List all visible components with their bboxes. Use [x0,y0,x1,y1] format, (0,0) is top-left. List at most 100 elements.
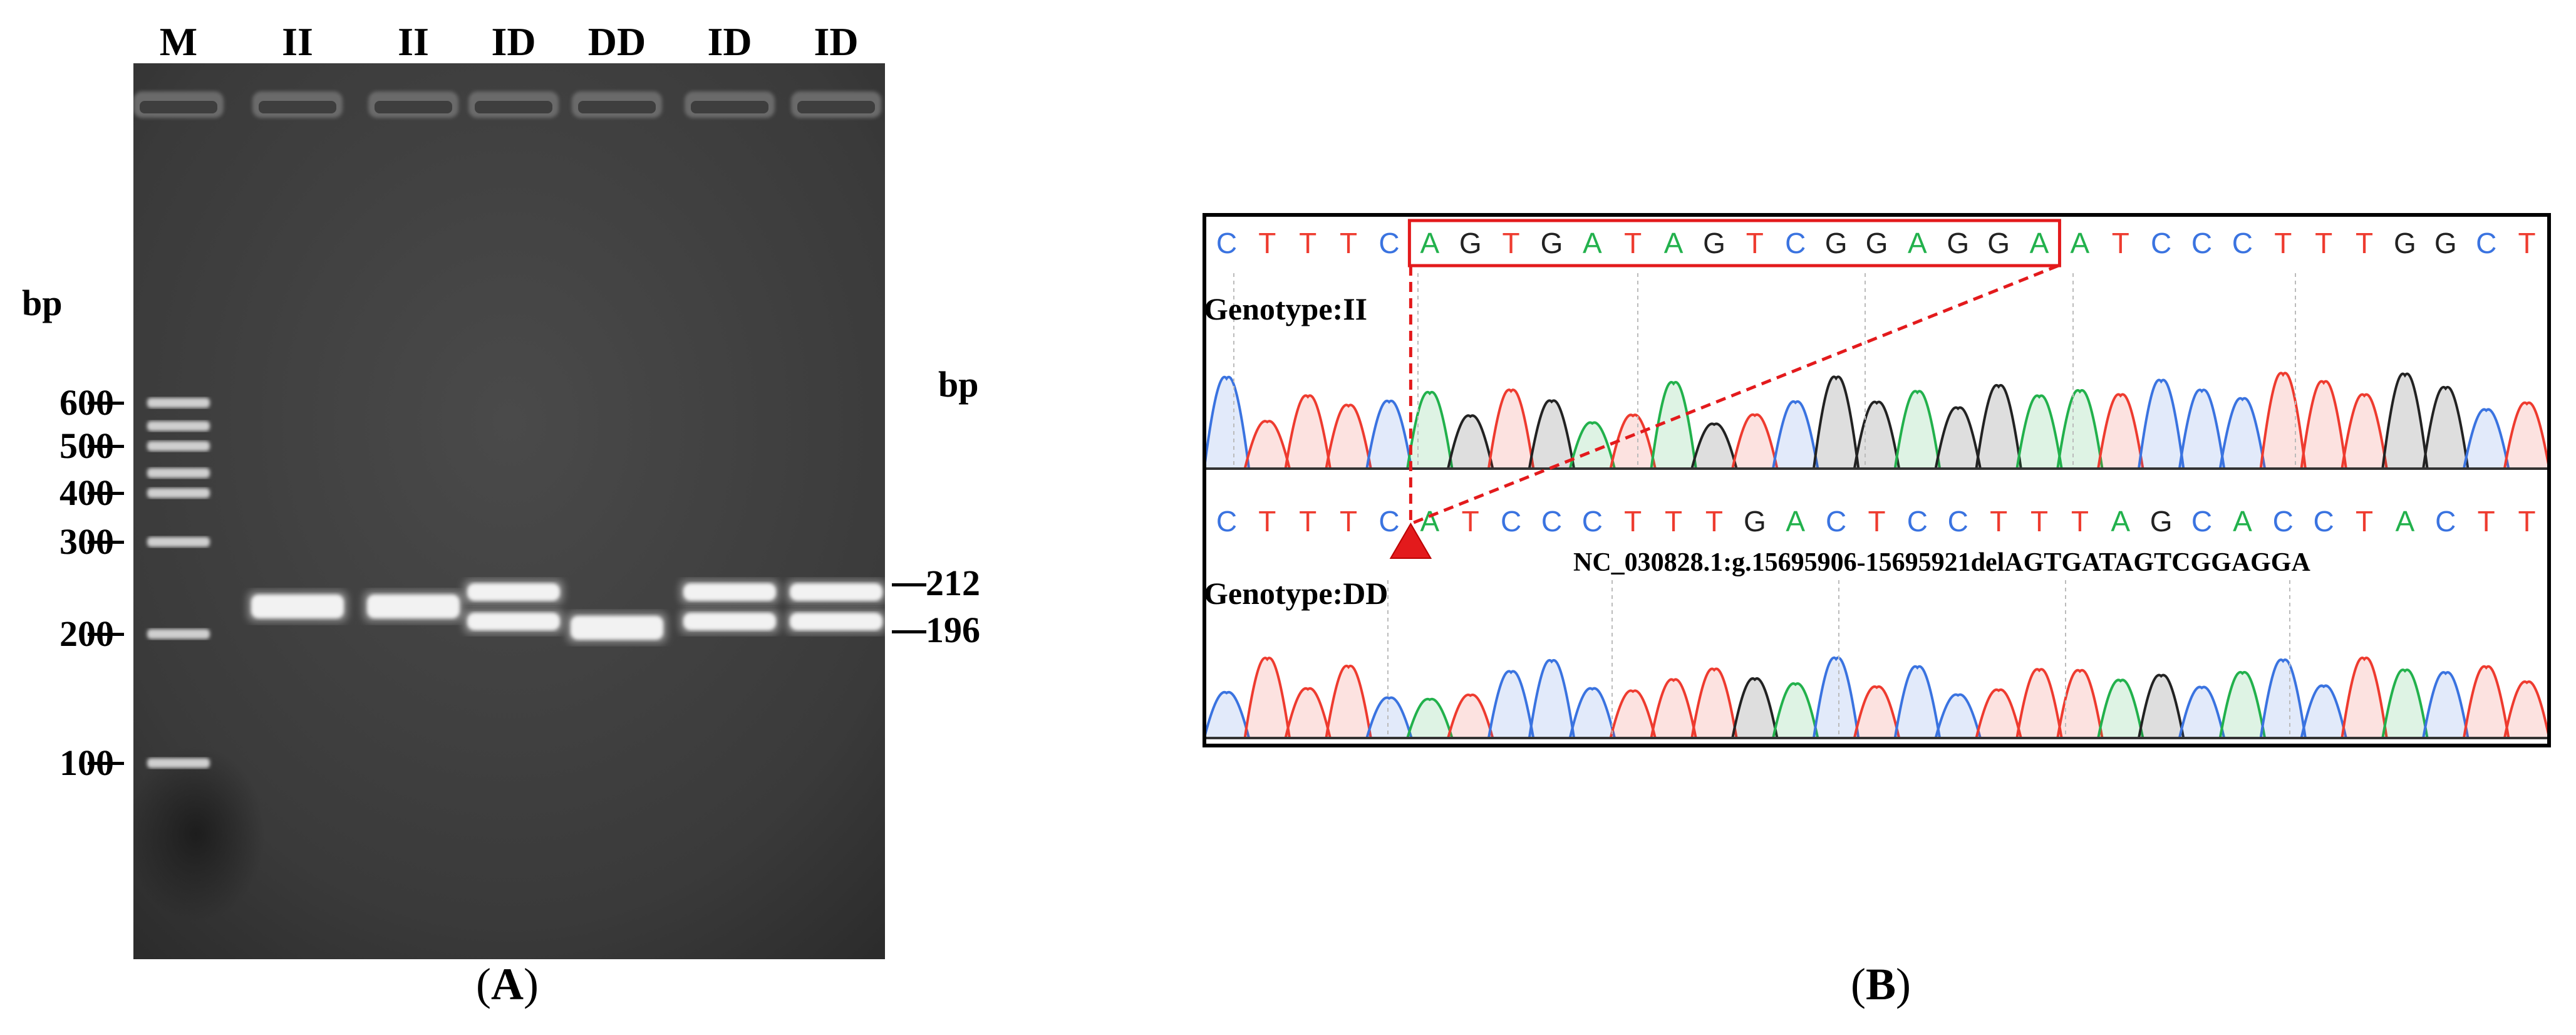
caption-a: (A) [476,959,539,1009]
trace-peak [1405,391,1454,470]
marker-tick [88,445,124,448]
trace-peak [1206,690,1251,739]
marker-tick [88,762,124,765]
gel-dark-region [133,746,265,922]
marker-tick [88,541,124,544]
sample-band [683,583,776,601]
bottom-base: C [1826,505,1846,538]
trace-peak [1206,375,1251,470]
top-genotype-label: Genotype:II [1204,291,1368,326]
top-base: G [1987,227,2010,259]
ladder-band [147,468,210,478]
trace-peak [1812,375,1860,470]
deletion-triangle [1389,523,1432,559]
bottom-base: T [1258,505,1276,538]
gel-well-inner [375,101,452,113]
ladder-band [147,488,210,498]
bottom-trace [1206,657,2547,739]
trace-peak [1528,399,1576,470]
top-base: A [1664,227,1684,259]
right-bp-unit: bp [938,364,979,405]
top-base: T [2315,227,2332,259]
gel-svg [133,63,885,959]
top-base: C [1785,227,1806,259]
trace-peak [1853,400,1901,470]
ladder-band [147,398,210,408]
top-base: C [2191,227,2212,259]
trace-peak [1487,388,1535,470]
top-base: A [1420,227,1439,259]
ladder-band [147,758,210,768]
lane-label: M [159,19,198,64]
trace-peak [1975,384,2023,470]
gel-well-inner [259,101,336,113]
ladder-band [147,537,210,547]
sample-band [467,583,560,601]
top-base: C [2232,227,2253,259]
bottom-base: C [1582,505,1603,538]
trace-peak [2421,671,2470,739]
lane-label: DD [587,19,646,64]
top-base: G [1459,227,1482,259]
bottom-base: A [1786,505,1805,538]
trace-peak [1690,667,1739,739]
top-base: T [2356,227,2373,259]
trace-peak [1325,665,1373,739]
marker-tick [88,402,124,405]
lane-label: II [398,19,429,64]
trace-peak [1324,403,1373,470]
marker-tick [88,633,124,636]
top-base: G [1866,227,1888,259]
trace-peak [1243,420,1291,470]
top-base: T [1258,227,1276,259]
variant-label: NC_030828.1:g.15695906-15695921delAGTGAT… [1573,548,2310,577]
gel-well-inner [140,101,217,113]
trace-peak [1934,406,1982,470]
top-base: C [2151,227,2171,259]
trace-peak [2300,380,2348,470]
trace-peak [1487,670,1535,739]
top-base: T [1746,227,1764,259]
gel-well-inner [691,101,768,113]
trace-peak [2178,388,2226,470]
band-size-label: 196 [926,610,980,650]
trace-peak [2503,401,2547,470]
trace-peak [2056,668,2104,739]
bottom-base: T [2518,505,2536,538]
trace-peak [1365,400,1414,470]
bottom-base: C [2273,505,2294,538]
top-base: A [2030,227,2049,259]
trace-peak [2015,668,2064,739]
trace-peak [2381,372,2429,470]
bottom-base: T [1624,505,1642,538]
trace-peak [1528,659,1576,739]
trace-peak [2341,393,2389,470]
marker-tick [88,492,124,495]
bottom-base: C [2435,505,2456,538]
top-base: C [1216,227,1237,259]
bottom-base: C [1216,505,1237,538]
trace-peak [1853,685,1901,739]
trace-peak [2299,684,2348,739]
trace-peak [1974,688,2023,739]
lane-label: II [282,19,313,64]
trace-peak [1812,657,1860,739]
top-base: T [1503,227,1520,259]
gel-well-inner [578,101,656,113]
top-base: T [2518,227,2536,259]
gel-wells [133,91,881,118]
bottom-base: T [2030,505,2048,538]
trace-peak [2259,658,2307,739]
top-base: A [1583,227,1602,259]
caption-b: (B) [1851,959,1911,1009]
bottom-base: C [1541,505,1562,538]
left-bp-unit: bp [22,283,63,323]
deletion-line-right [1410,264,2059,526]
trace-peak [2341,657,2389,739]
bottom-base: C [1501,505,1521,538]
bottom-base: C [1907,505,1928,538]
sample-bands [247,580,885,643]
trace-peak [1730,413,1779,470]
